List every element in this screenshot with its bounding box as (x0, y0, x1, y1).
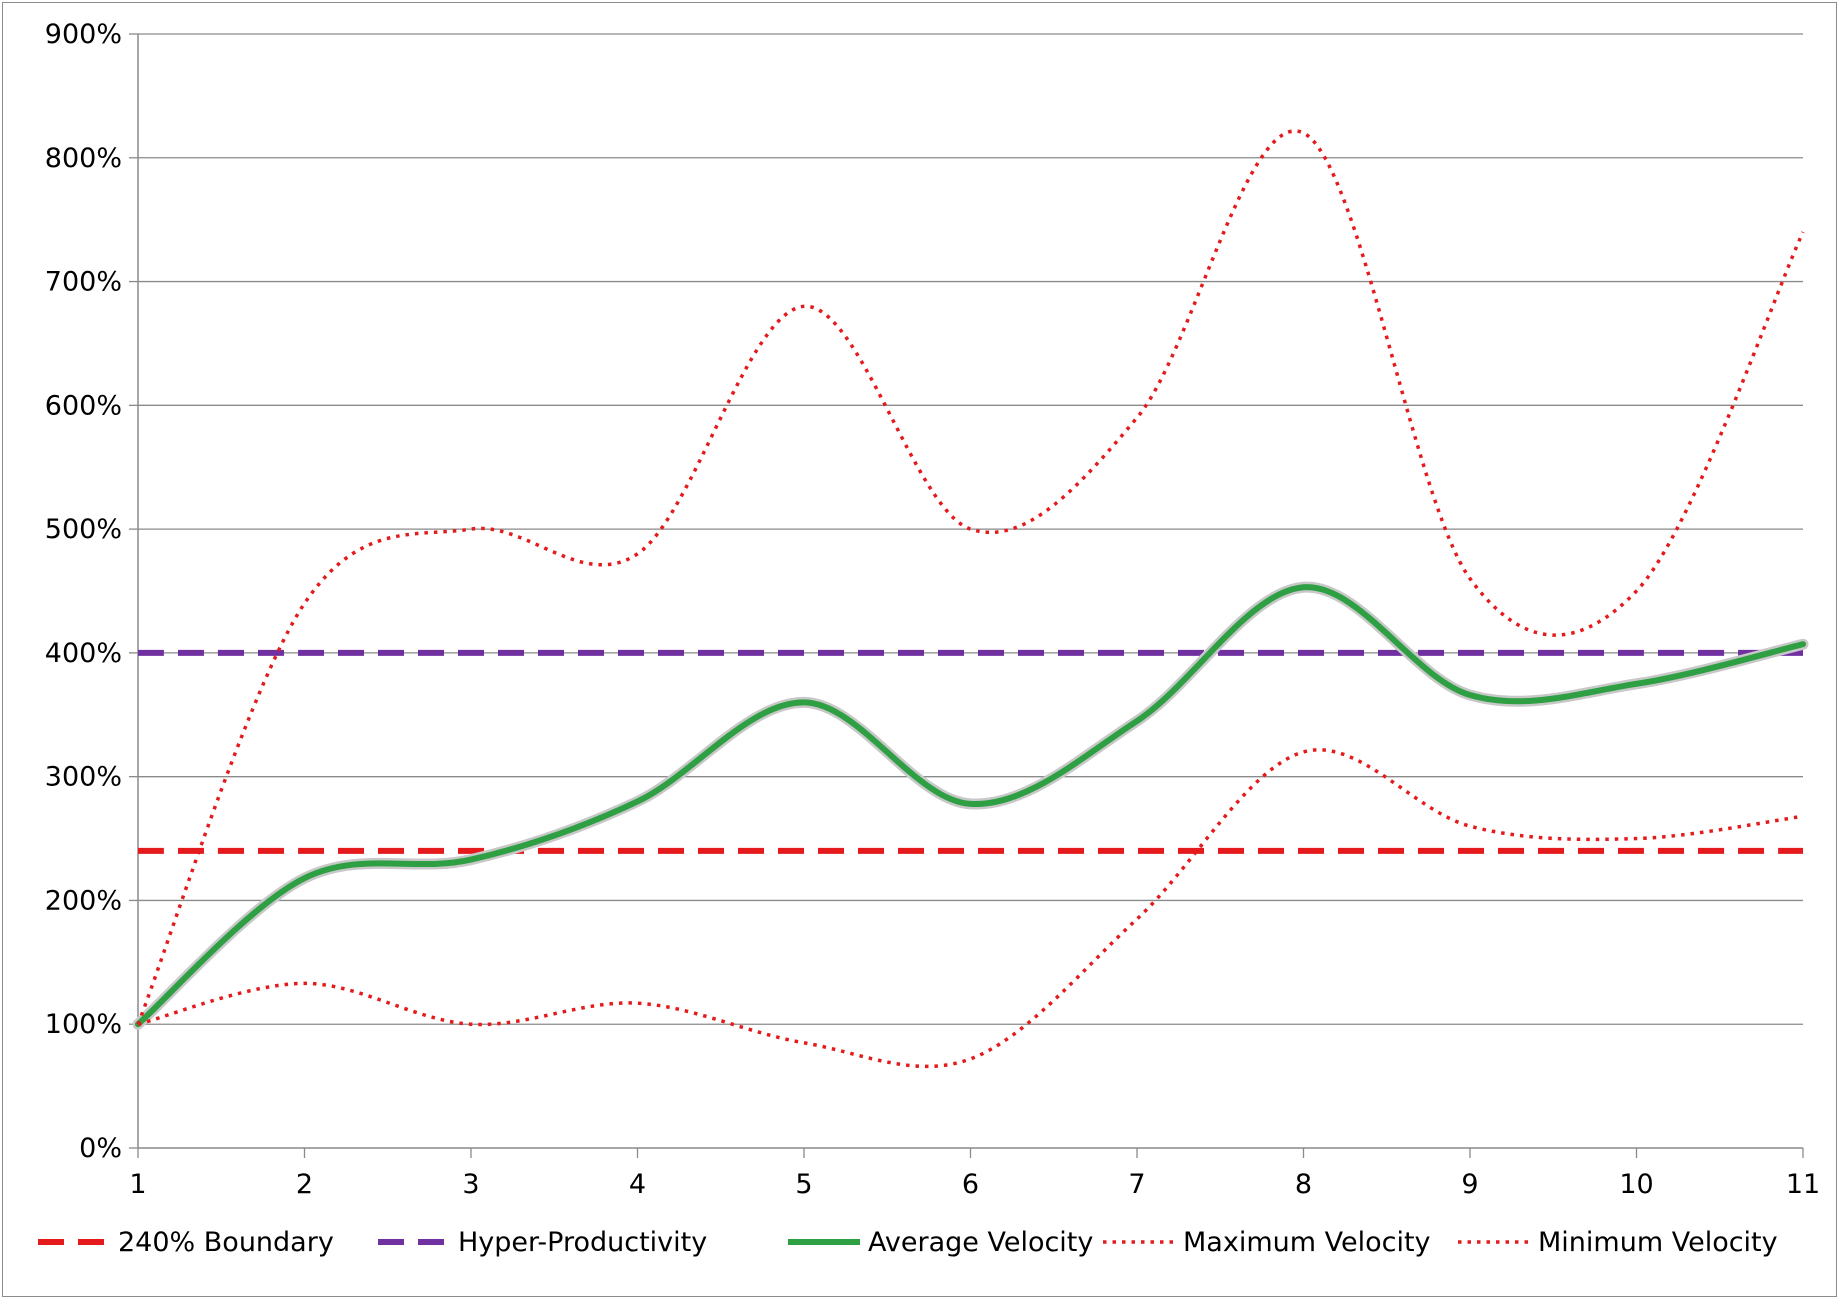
x-tick-label: 2 (296, 1169, 313, 1200)
legend-label: Maximum Velocity (1183, 1227, 1431, 1258)
legend-label: Average Velocity (868, 1227, 1093, 1258)
series-line-maximum-velocity (136, 129, 1805, 1025)
y-tick-label: 200% (45, 885, 122, 916)
y-tick-label: 700% (45, 267, 122, 298)
series-lines (132, 129, 1809, 1069)
y-tick-label: 0% (79, 1133, 122, 1164)
x-tick-label: 8 (1295, 1169, 1312, 1200)
legend-label: 240% Boundary (118, 1227, 334, 1258)
legend-label: Hyper-Productivity (458, 1227, 707, 1258)
x-tick-label: 1 (129, 1169, 146, 1200)
series-line-minimum-velocity (137, 748, 1804, 1069)
legend-label: Minimum Velocity (1538, 1227, 1778, 1258)
y-tick-label: 800% (45, 143, 122, 174)
y-tick-label: 300% (45, 762, 122, 793)
y-tick-label: 400% (45, 638, 122, 669)
legend-item-240-boundary: 240% Boundary (38, 1227, 334, 1258)
x-tick-label: 10 (1619, 1169, 1653, 1200)
axes (129, 33, 1804, 1158)
legend-item-hyper-productivity: Hyper-Productivity (378, 1227, 707, 1258)
x-tick-label: 3 (462, 1169, 479, 1200)
y-tick-label: 500% (45, 514, 122, 545)
y-tick-label: 600% (45, 390, 122, 421)
x-tick-label: 5 (795, 1169, 812, 1200)
series-line-average-velocity (135, 584, 1806, 1028)
y-axis-ticks: 0% 100% 200% 300% 400% 500% 600% 700% 800% 900% (45, 19, 122, 1164)
x-tick-label: 11 (1786, 1169, 1820, 1200)
x-tick-label: 6 (962, 1169, 979, 1200)
y-tick-label: 100% (45, 1009, 122, 1040)
x-tick-label: 4 (629, 1169, 646, 1200)
x-tick-label: 7 (1128, 1169, 1145, 1200)
gridlines (138, 33, 1803, 1025)
legend-item-average-velocity: Average Velocity (788, 1227, 1093, 1258)
x-tick-label: 9 (1461, 1169, 1478, 1200)
legend-item-minimum-velocity: Minimum Velocity (1458, 1227, 1778, 1258)
x-axis-ticks: 1 2 3 4 5 6 7 8 9 10 11 (129, 1169, 1820, 1200)
y-tick-label: 900% (45, 19, 122, 50)
legend-item-maximum-velocity: Maximum Velocity (1103, 1227, 1431, 1258)
legend: 240% Boundary Hyper-Productivity Average V… (38, 1227, 1778, 1258)
